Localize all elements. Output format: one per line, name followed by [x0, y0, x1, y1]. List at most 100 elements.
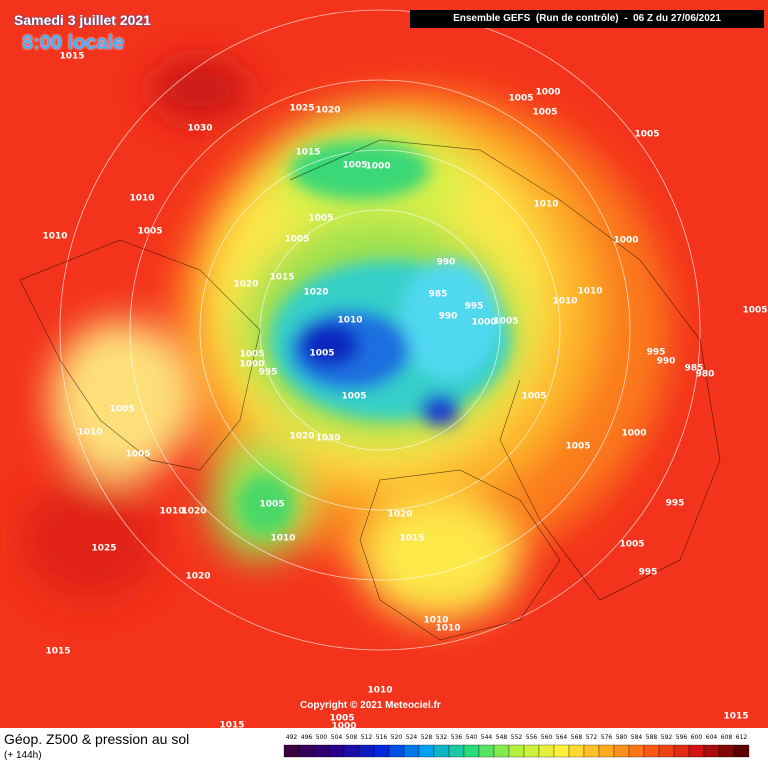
scale-label: 512 — [361, 734, 373, 741]
scale-label: 520 — [391, 734, 403, 741]
isobar-label: 1005 — [329, 714, 354, 724]
scale-label: 548 — [496, 734, 508, 741]
isobar-label: 1000 — [239, 360, 264, 370]
scale-swatch — [583, 744, 600, 758]
scale-swatch — [403, 744, 420, 758]
scale-label: 604 — [706, 734, 718, 741]
scale-swatch — [703, 744, 720, 758]
scale-label: 564 — [556, 734, 568, 741]
isobar-label: 980 — [696, 370, 715, 380]
scale-swatch — [628, 744, 645, 758]
isobar-label: 995 — [639, 568, 658, 578]
isobar-label: 1010 — [337, 316, 362, 326]
isobar-label: 1015 — [59, 52, 84, 62]
scale-swatch — [433, 744, 450, 758]
scale-swatch — [448, 744, 465, 758]
isobar-label: 1000 — [471, 318, 496, 328]
scale-swatch — [718, 744, 735, 758]
isobar-label: 1015 — [723, 712, 748, 722]
isobar-label: 1000 — [613, 236, 638, 246]
scale-label: 504 — [331, 734, 343, 741]
isobar-label: 1010 — [129, 194, 154, 204]
isobar-label: 1000 — [535, 88, 560, 98]
date-title: Samedi 3 juillet 2021 — [14, 12, 151, 28]
isobar-label: 1005 — [521, 392, 546, 402]
scale-label: 532 — [436, 734, 448, 741]
scale-label: 588 — [646, 734, 658, 741]
isobar-label: 1000 — [365, 162, 390, 172]
scale-swatch — [688, 744, 705, 758]
scale-label: 540 — [466, 734, 478, 741]
isobar-label: 1015 — [269, 273, 294, 283]
isobar-label: 1005 — [742, 306, 767, 316]
isobar-label: 1020 — [303, 288, 328, 298]
time-title: 8:00 locale — [22, 32, 125, 54]
scale-swatch — [388, 744, 405, 758]
scale-swatch — [643, 744, 660, 758]
scale-label: 516 — [376, 734, 388, 741]
scale-label: 508 — [346, 734, 358, 741]
isobar-label: 1030 — [315, 434, 340, 444]
scale-swatch — [733, 744, 750, 758]
scale-swatch — [613, 744, 630, 758]
isobar-label: 1005 — [259, 500, 284, 510]
scale-swatch — [283, 744, 300, 758]
scale-label: 576 — [601, 734, 613, 741]
footer-title: Géop. Z500 & pression au sol — [4, 731, 190, 747]
isobar-label: 995 — [647, 348, 666, 358]
scale-label: 528 — [421, 734, 433, 741]
scale-label: 492 — [286, 734, 298, 741]
copyright: Copyright © 2021 Meteociel.fr — [300, 700, 441, 711]
scale-swatch — [343, 744, 360, 758]
scale-label: 572 — [586, 734, 598, 741]
isobar-label: 1005 — [619, 540, 644, 550]
scale-swatch — [523, 744, 540, 758]
isobar-label: 1010 — [42, 232, 67, 242]
scale-label: 608 — [721, 734, 733, 741]
scale-swatch — [493, 744, 510, 758]
isobar-label: 1005 — [341, 392, 366, 402]
scale-label: 596 — [676, 734, 688, 741]
scale-label: 592 — [661, 734, 673, 741]
isobar-label: 1020 — [185, 572, 210, 582]
isobar-label: 1005 — [532, 108, 557, 118]
isobar-label: 1015 — [219, 721, 244, 729]
isobar-label: 1005 — [493, 317, 518, 327]
isobar-label: 1010 — [159, 507, 184, 517]
scale-label: 612 — [736, 734, 748, 741]
scale-swatch — [463, 744, 480, 758]
scale-swatch — [328, 744, 345, 758]
isobar-label: 1010 — [270, 534, 295, 544]
isobar-label: 990 — [657, 357, 676, 367]
scale-swatch — [298, 744, 315, 758]
scale-swatch — [673, 744, 690, 758]
isobar-label: 995 — [259, 368, 278, 378]
scale-label: 500 — [316, 734, 328, 741]
scale-swatch — [313, 744, 330, 758]
scale-label: 552 — [511, 734, 523, 741]
color-scale: 492 496 500 504 508 512 516 520 524 528 532 536 540 5… — [283, 734, 750, 758]
isobar-label: 1030 — [187, 124, 212, 134]
scale-label: 600 — [691, 734, 703, 741]
scale-label: 556 — [526, 734, 538, 741]
scale-swatch — [508, 744, 525, 758]
isobar-label: 1020 — [387, 510, 412, 520]
isobar-label: 985 — [685, 364, 704, 374]
isobar-label: 985 — [429, 290, 448, 300]
isobar-label: 1010 — [435, 624, 460, 634]
scale-swatch — [373, 744, 390, 758]
footer-lead: (+ 144h) — [4, 750, 42, 761]
isobar-label: 1010 — [533, 200, 558, 210]
isobar-label: 1010 — [552, 297, 577, 307]
isobar-label: 1005 — [342, 161, 367, 171]
isobar-label: 1000 — [331, 722, 356, 729]
scale-swatch — [478, 744, 495, 758]
isobar-label: 990 — [439, 312, 458, 322]
scale-label: 496 — [301, 734, 313, 741]
isobar-label: 1010 — [423, 616, 448, 626]
isobar-label: 1020 — [315, 106, 340, 116]
isobar-label: 1005 — [137, 227, 162, 237]
scale-label: 560 — [541, 734, 553, 741]
isobar-label: 1010 — [367, 686, 392, 696]
